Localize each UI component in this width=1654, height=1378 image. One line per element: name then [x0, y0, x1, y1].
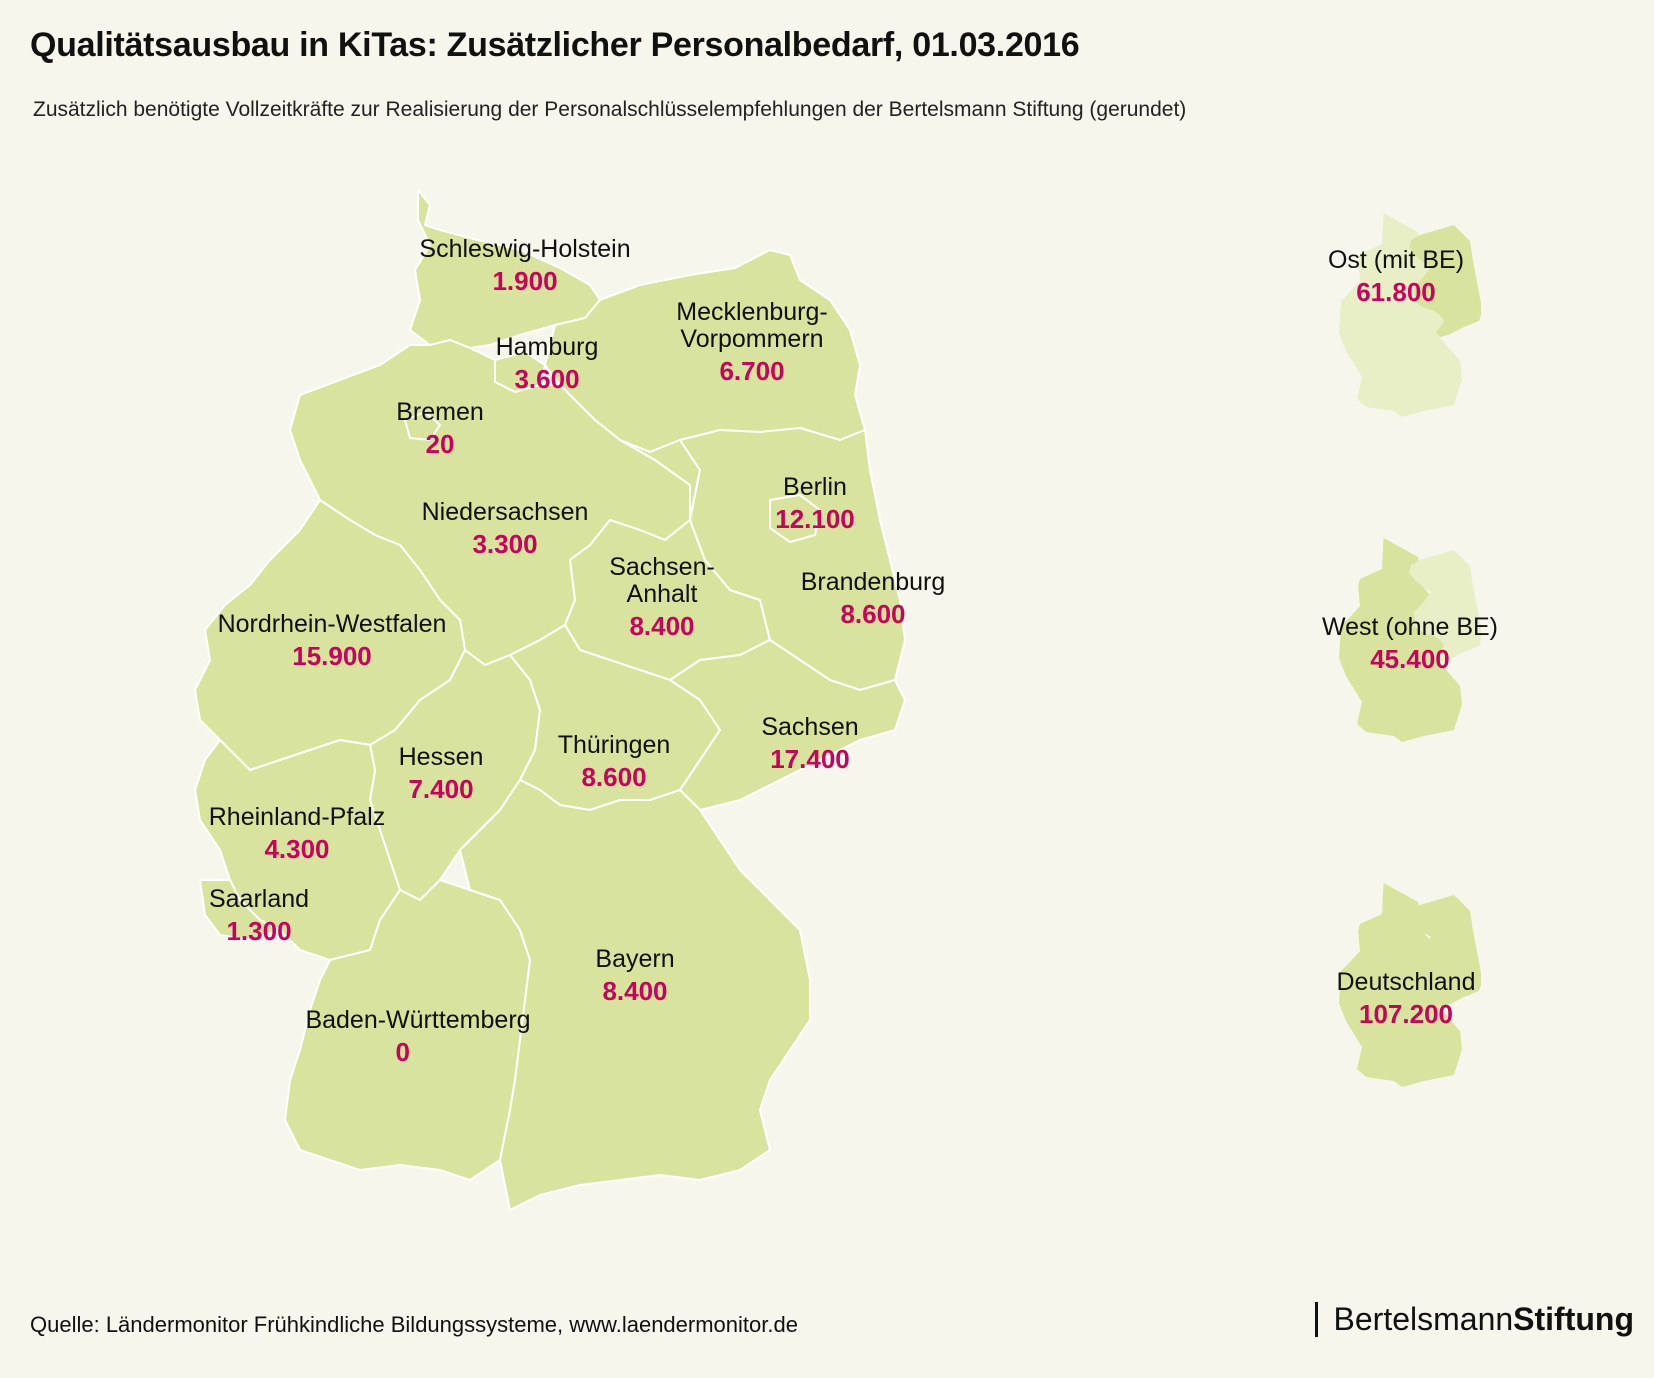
- state-shape-bayern[interactable]: [459, 779, 811, 1211]
- label-berlin: Berlin 12.100: [775, 473, 855, 534]
- label-west: West (ohne BE) 45.400: [1321, 613, 1499, 674]
- state-shape-berlin[interactable]: [769, 494, 821, 543]
- label-deutschland: Deutschland 107.200: [1336, 968, 1476, 1029]
- label-sachsen-anhalt: Sachsen- Anhalt 8.400: [609, 553, 715, 641]
- label-hamburg: Hamburg 3.600: [495, 333, 599, 394]
- label-niedersachsen: Niedersachsen 3.300: [421, 498, 589, 559]
- label-brandenburg: Brandenburg 8.600: [800, 568, 946, 629]
- label-hessen: Hessen 7.400: [398, 743, 484, 804]
- state-shape-bremen[interactable]: [404, 411, 441, 441]
- label-schleswig-holstein: Schleswig-Holstein 1.900: [419, 235, 631, 296]
- mini-map-east: [1339, 213, 1481, 417]
- label-ost: Ost (mit BE) 61.800: [1327, 246, 1465, 307]
- brand-logo: BertelsmannStiftung: [1314, 1301, 1634, 1338]
- label-bayern: Bayern 8.400: [595, 945, 675, 1006]
- state-shape-brandenburg[interactable]: [679, 427, 906, 691]
- label-mecklenburg-vorpommern: Mecklenburg- Vorpommern 6.700: [676, 298, 828, 386]
- state-shape-saarland[interactable]: [199, 879, 281, 941]
- mini-map-west: [1339, 538, 1481, 742]
- label-saarland: Saarland 1.300: [208, 885, 310, 946]
- label-nordrhein-westfalen: Nordrhein-Westfalen 15.900: [217, 610, 447, 671]
- source-note: Quelle: Ländermonitor Frühkindliche Bild…: [30, 1312, 798, 1337]
- label-thueringen: Thüringen 8.600: [557, 731, 671, 792]
- state-shape-schleswig-holstein[interactable]: [409, 189, 601, 349]
- label-sachsen: Sachsen 17.400: [761, 713, 859, 774]
- state-shape-sachsen[interactable]: [669, 639, 906, 811]
- mini-map-germany: [1339, 883, 1481, 1087]
- label-baden-wuerttemberg: Baden-Württemberg 0: [305, 1006, 531, 1067]
- label-rheinland-pfalz: Rheinland-Pfalz 4.300: [208, 803, 386, 864]
- page-subtitle: Zusätzlich benötigte Vollzeitkräfte zur …: [33, 98, 1187, 121]
- label-bremen: Bremen 20: [396, 398, 484, 459]
- page-title: Qualitätsausbau in KiTas: Zusätzlicher P…: [30, 26, 1080, 64]
